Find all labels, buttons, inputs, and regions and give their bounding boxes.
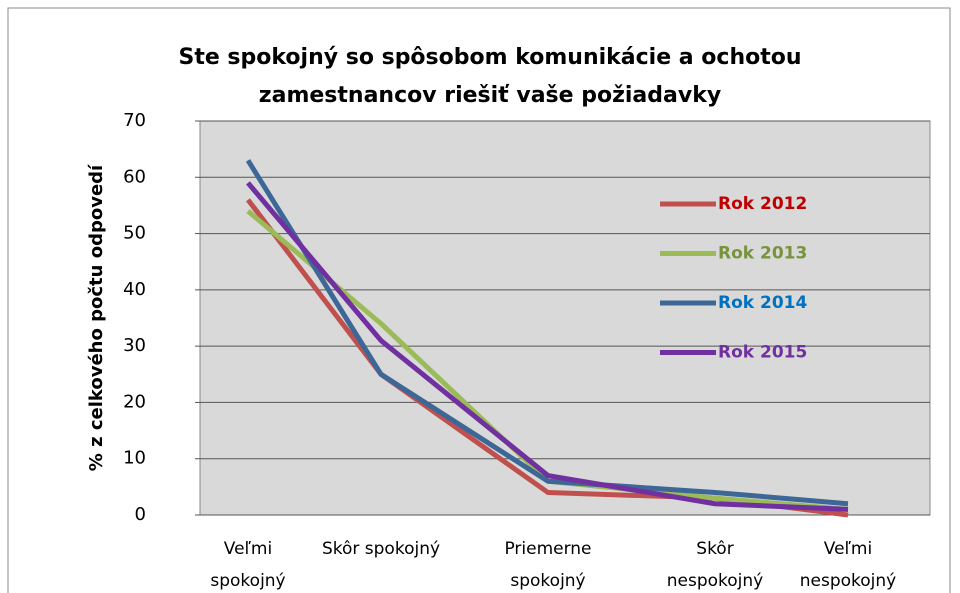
y-tick-label: 10 [123,448,146,469]
x-tick-label: Priemerne [504,539,591,559]
x-tick-label: Veľmi [824,539,872,559]
y-tick-label: 20 [123,391,146,412]
chart-title: Ste spokojný so spôsobom komunikácie a o… [178,45,801,70]
y-tick-label: 40 [123,279,146,300]
legend-label: Rok 2014 [718,293,807,313]
y-tick-label: 70 [123,110,146,131]
y-tick-label: 30 [123,335,146,356]
legend-label: Rok 2012 [718,194,807,214]
y-tick-label: 0 [135,504,146,525]
x-tick-label: Veľmi [224,539,272,559]
chart-title: zamestnancov riešiť vaše požiadavky [259,83,721,108]
x-tick-label: nespokojný [800,571,896,591]
x-tick-label: spokojný [210,571,285,591]
x-tick-label: spokojný [510,571,585,591]
x-tick-label: nespokojný [667,571,763,591]
legend-label: Rok 2015 [718,343,807,363]
x-tick-label: Skôr [696,539,733,559]
x-tick-label: Skôr spokojný [322,539,440,559]
plot-area [199,120,931,516]
series-line [245,159,849,507]
legend-label: Rok 2013 [718,244,807,264]
y-axis-label: % z celkového počtu odpovedí [86,164,107,471]
y-tick-label: 50 [123,223,146,244]
y-tick-label: 60 [123,166,146,187]
series-line [246,181,849,512]
